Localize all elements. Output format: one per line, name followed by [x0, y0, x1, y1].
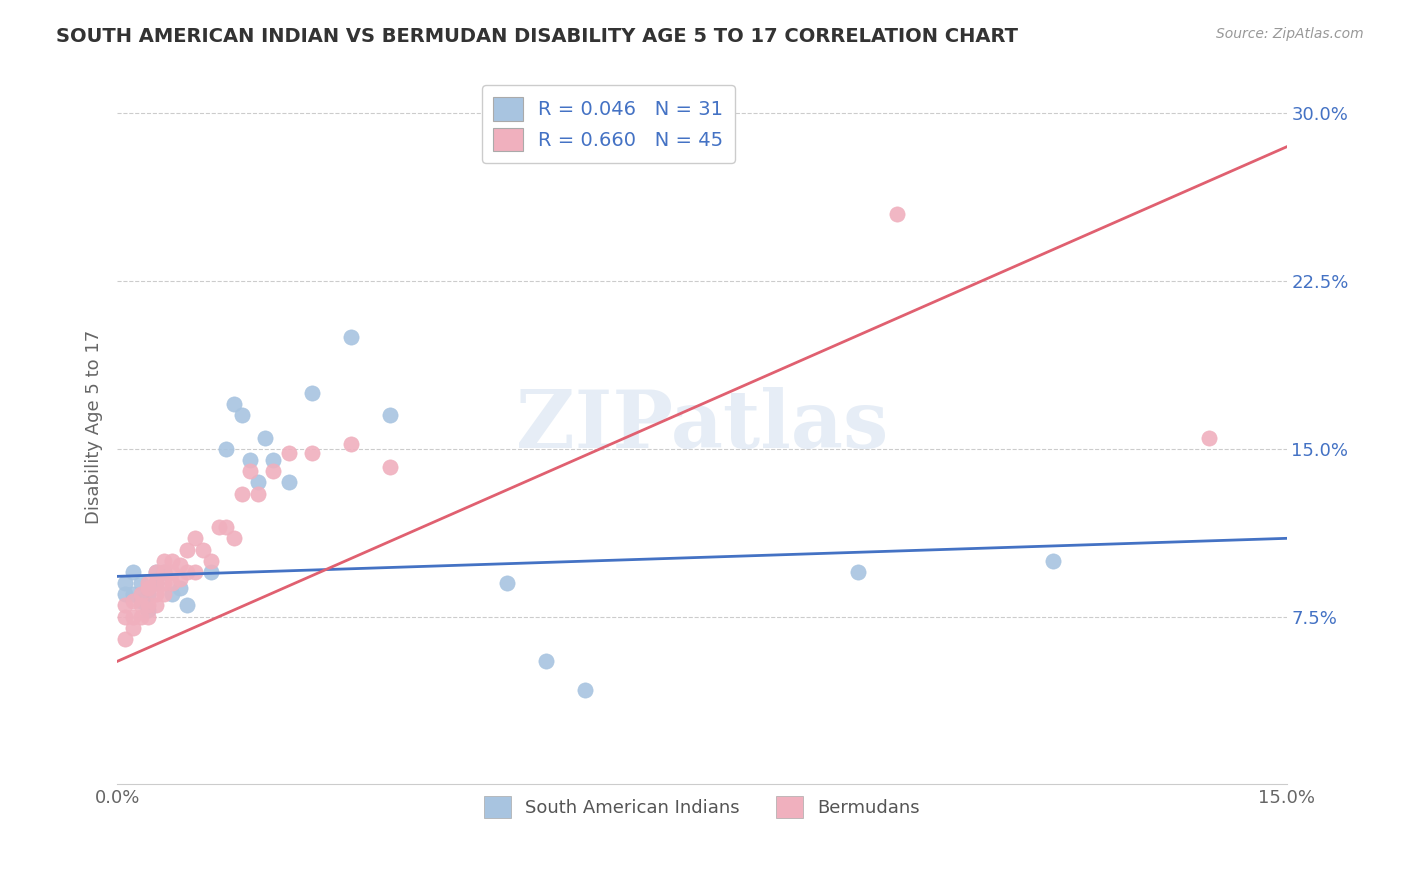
Point: [224, 397, 246, 411]
Point: [169, 558, 191, 573]
Point: [145, 565, 167, 579]
Point: [184, 532, 207, 546]
Point: [160, 587, 183, 601]
Point: [207, 520, 229, 534]
Point: [138, 581, 160, 595]
Point: [1042, 554, 1064, 568]
Point: [153, 565, 176, 579]
Point: [138, 603, 160, 617]
Point: [191, 542, 214, 557]
Point: [138, 587, 160, 601]
Point: [176, 599, 198, 613]
Point: [176, 542, 198, 557]
Point: [231, 409, 253, 423]
Point: [145, 576, 167, 591]
Point: [200, 565, 222, 579]
Point: [200, 554, 222, 568]
Point: [153, 565, 176, 579]
Point: [121, 609, 143, 624]
Point: [160, 554, 183, 568]
Point: [121, 621, 143, 635]
Point: [301, 446, 323, 460]
Point: [224, 532, 246, 546]
Point: [145, 565, 167, 579]
Point: [145, 587, 167, 601]
Text: SOUTH AMERICAN INDIAN VS BERMUDAN DISABILITY AGE 5 TO 17 CORRELATION CHART: SOUTH AMERICAN INDIAN VS BERMUDAN DISABI…: [56, 27, 1018, 45]
Point: [239, 464, 262, 478]
Point: [129, 587, 152, 601]
Point: [262, 453, 284, 467]
Point: [254, 431, 277, 445]
Legend: South American Indians, Bermudans: South American Indians, Bermudans: [477, 789, 928, 825]
Point: [160, 576, 183, 591]
Point: [121, 594, 143, 608]
Point: [114, 609, 136, 624]
Point: [114, 576, 136, 591]
Point: [1198, 431, 1220, 445]
Point: [262, 464, 284, 478]
Point: [340, 330, 363, 344]
Point: [846, 565, 869, 579]
Point: [129, 599, 152, 613]
Point: [114, 632, 136, 646]
Point: [121, 587, 143, 601]
Point: [121, 565, 143, 579]
Point: [246, 475, 269, 490]
Point: [886, 207, 908, 221]
Point: [145, 576, 167, 591]
Point: [496, 576, 519, 591]
Point: [277, 475, 299, 490]
Point: [129, 576, 152, 591]
Point: [378, 459, 401, 474]
Point: [215, 442, 238, 456]
Point: [301, 385, 323, 400]
Point: [129, 609, 152, 624]
Point: [534, 654, 557, 668]
Point: [129, 594, 152, 608]
Point: [138, 599, 160, 613]
Point: [160, 565, 183, 579]
Point: [246, 486, 269, 500]
Point: [169, 572, 191, 586]
Point: [239, 453, 262, 467]
Point: [340, 437, 363, 451]
Point: [184, 565, 207, 579]
Point: [231, 486, 253, 500]
Text: Source: ZipAtlas.com: Source: ZipAtlas.com: [1216, 27, 1364, 41]
Point: [215, 520, 238, 534]
Point: [114, 599, 136, 613]
Text: ZIPatlas: ZIPatlas: [516, 387, 889, 466]
Point: [176, 565, 198, 579]
Point: [138, 609, 160, 624]
Y-axis label: Disability Age 5 to 17: Disability Age 5 to 17: [86, 329, 103, 524]
Point: [145, 599, 167, 613]
Point: [138, 576, 160, 591]
Point: [153, 587, 176, 601]
Point: [153, 576, 176, 591]
Point: [153, 554, 176, 568]
Point: [169, 581, 191, 595]
Point: [277, 446, 299, 460]
Point: [114, 587, 136, 601]
Point: [378, 409, 401, 423]
Point: [574, 683, 596, 698]
